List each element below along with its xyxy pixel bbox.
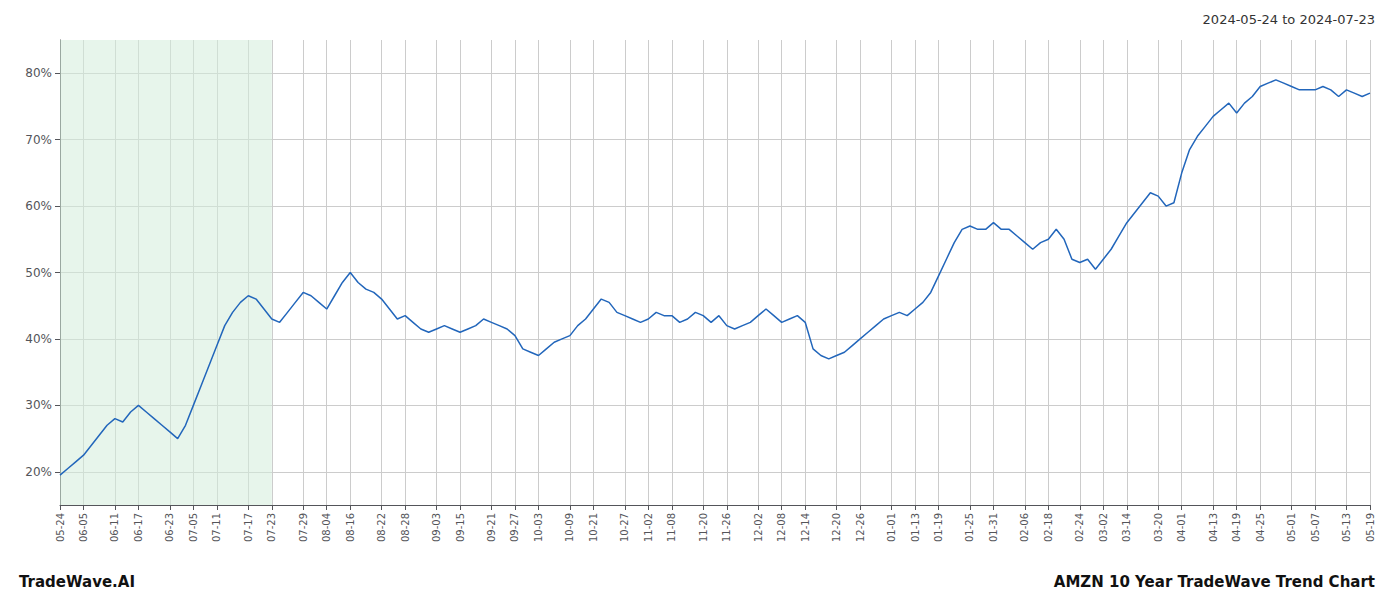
svg-text:10-27: 10-27 bbox=[619, 513, 630, 542]
svg-text:12-20: 12-20 bbox=[831, 513, 842, 542]
svg-text:06-05: 06-05 bbox=[78, 513, 89, 542]
svg-text:10-03: 10-03 bbox=[533, 513, 544, 542]
svg-text:09-21: 09-21 bbox=[486, 513, 497, 542]
svg-text:40%: 40% bbox=[25, 332, 52, 346]
svg-text:10-09: 10-09 bbox=[564, 513, 575, 542]
svg-text:12-08: 12-08 bbox=[776, 513, 787, 542]
svg-text:01-01: 01-01 bbox=[886, 513, 897, 542]
svg-text:07-11: 07-11 bbox=[211, 513, 222, 542]
svg-text:08-28: 08-28 bbox=[400, 513, 411, 542]
svg-text:01-13: 01-13 bbox=[910, 513, 921, 542]
svg-text:07-23: 07-23 bbox=[266, 513, 277, 542]
svg-text:07-29: 07-29 bbox=[298, 513, 309, 542]
svg-text:09-03: 09-03 bbox=[431, 513, 442, 542]
svg-text:03-14: 03-14 bbox=[1121, 513, 1132, 542]
svg-text:02-18: 02-18 bbox=[1043, 513, 1054, 542]
svg-text:TradeWave.AI: TradeWave.AI bbox=[19, 573, 135, 591]
svg-text:11-20: 11-20 bbox=[698, 513, 709, 542]
svg-text:2024-05-24 to 2024-07-23: 2024-05-24 to 2024-07-23 bbox=[1203, 12, 1375, 27]
svg-text:06-23: 06-23 bbox=[164, 513, 175, 542]
svg-text:11-02: 11-02 bbox=[643, 513, 654, 542]
svg-text:20%: 20% bbox=[25, 465, 52, 479]
svg-text:01-25: 01-25 bbox=[964, 513, 975, 542]
svg-text:80%: 80% bbox=[25, 66, 52, 80]
svg-text:12-26: 12-26 bbox=[855, 513, 866, 542]
svg-text:08-16: 08-16 bbox=[345, 513, 356, 542]
svg-text:09-15: 09-15 bbox=[455, 513, 466, 542]
svg-text:50%: 50% bbox=[25, 266, 52, 280]
svg-text:07-05: 07-05 bbox=[188, 513, 199, 542]
svg-text:06-17: 06-17 bbox=[133, 513, 144, 542]
svg-text:12-14: 12-14 bbox=[800, 513, 811, 542]
svg-text:30%: 30% bbox=[25, 398, 52, 412]
svg-text:04-25: 04-25 bbox=[1255, 513, 1266, 542]
svg-text:60%: 60% bbox=[25, 199, 52, 213]
svg-text:70%: 70% bbox=[25, 133, 52, 147]
svg-text:11-08: 11-08 bbox=[666, 513, 677, 542]
svg-text:05-01: 05-01 bbox=[1286, 513, 1297, 542]
svg-text:02-06: 02-06 bbox=[1019, 513, 1030, 542]
svg-text:04-13: 04-13 bbox=[1208, 513, 1219, 542]
svg-text:09-27: 09-27 bbox=[509, 513, 520, 542]
svg-text:07-17: 07-17 bbox=[243, 513, 254, 542]
svg-text:01-31: 01-31 bbox=[988, 513, 999, 542]
svg-text:06-11: 06-11 bbox=[109, 513, 120, 542]
svg-text:08-22: 08-22 bbox=[376, 513, 387, 542]
svg-text:11-26: 11-26 bbox=[721, 513, 732, 542]
svg-text:08-04: 08-04 bbox=[321, 513, 332, 542]
svg-text:03-20: 03-20 bbox=[1153, 513, 1164, 542]
svg-text:03-02: 03-02 bbox=[1098, 513, 1109, 542]
svg-text:05-19: 05-19 bbox=[1365, 513, 1376, 542]
svg-text:05-13: 05-13 bbox=[1341, 513, 1352, 542]
svg-text:05-07: 05-07 bbox=[1310, 513, 1321, 542]
svg-text:05-24: 05-24 bbox=[55, 513, 66, 542]
svg-text:12-02: 12-02 bbox=[753, 513, 764, 542]
svg-text:04-01: 04-01 bbox=[1176, 513, 1187, 542]
svg-text:01-19: 01-19 bbox=[933, 513, 944, 542]
svg-text:AMZN 10 Year TradeWave Trend C: AMZN 10 Year TradeWave Trend Chart bbox=[1054, 573, 1375, 591]
svg-text:04-19: 04-19 bbox=[1231, 513, 1242, 542]
svg-text:10-21: 10-21 bbox=[588, 513, 599, 542]
svg-text:02-24: 02-24 bbox=[1074, 513, 1085, 542]
